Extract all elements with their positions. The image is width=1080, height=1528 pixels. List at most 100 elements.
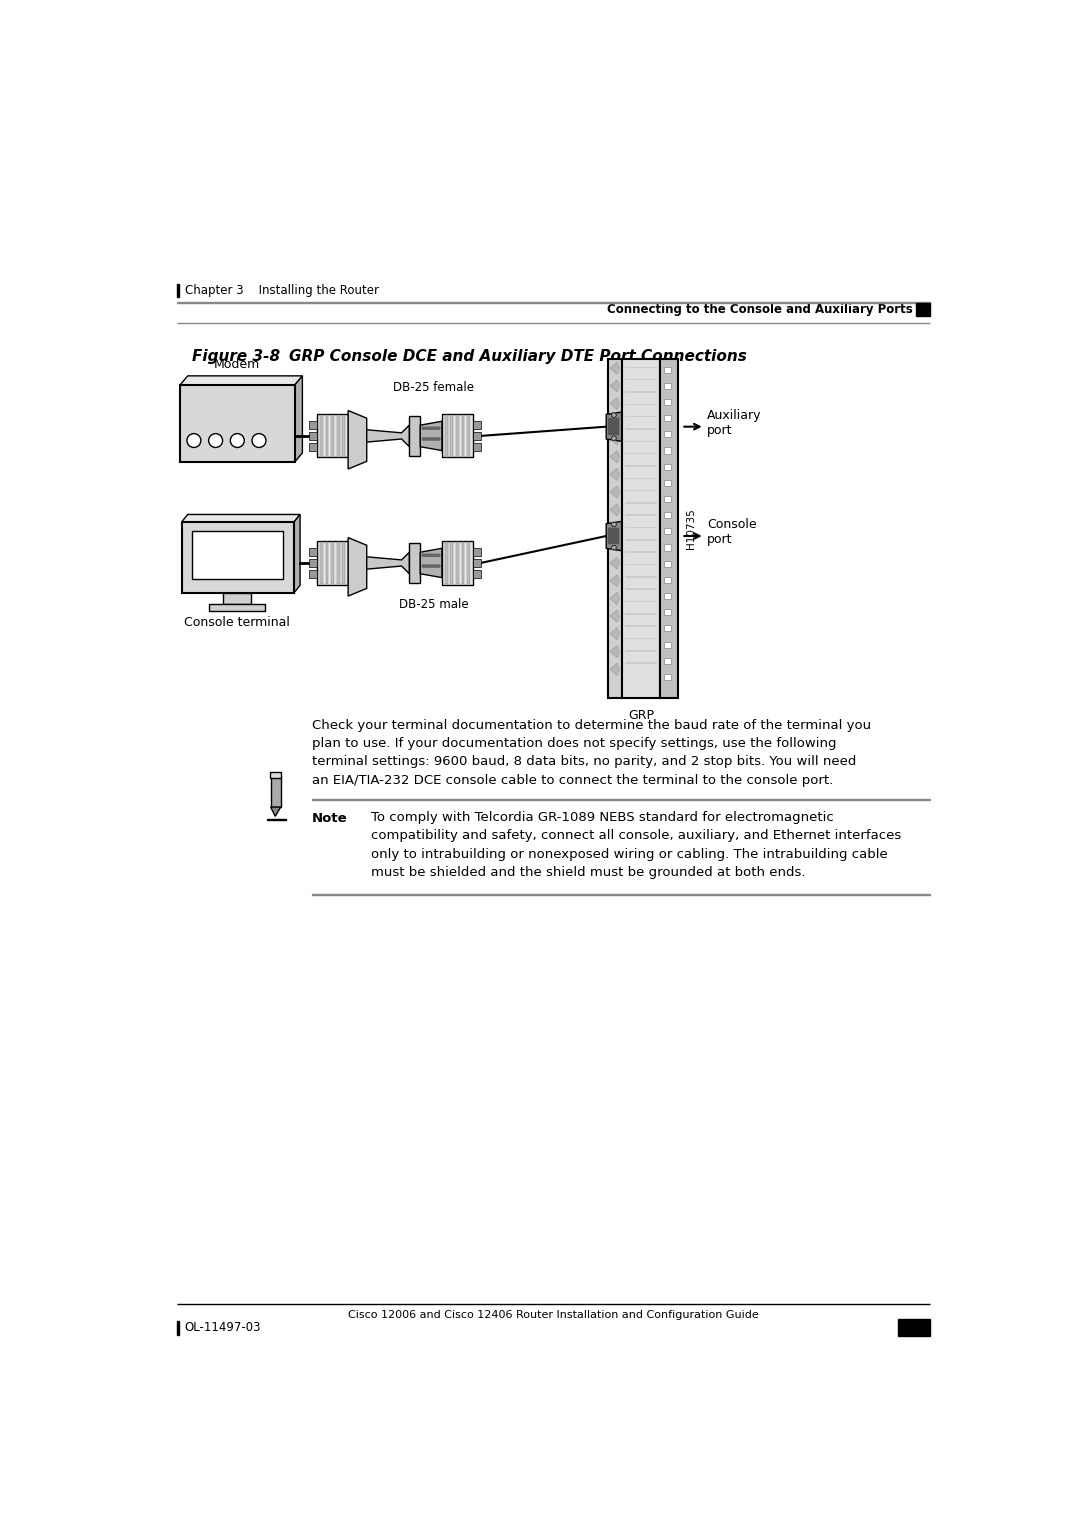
Bar	[663, 399, 672, 405]
Bar	[625, 490, 658, 492]
Circle shape	[432, 555, 435, 556]
Bar	[320, 416, 323, 457]
Text: Figure 3-8: Figure 3-8	[192, 348, 281, 364]
Circle shape	[430, 426, 432, 429]
Bar	[625, 649, 658, 651]
Bar	[625, 637, 658, 639]
Circle shape	[435, 555, 437, 556]
Circle shape	[424, 565, 427, 567]
Text: Note: Note	[312, 813, 348, 825]
Circle shape	[424, 555, 427, 556]
Bar	[663, 642, 672, 648]
Bar	[309, 570, 318, 578]
Text: Connecting to the Console and Auxiliary Ports: Connecting to the Console and Auxiliary …	[607, 303, 913, 316]
Text: plan to use. If your documentation does not specify settings, use the following: plan to use. If your documentation does …	[312, 736, 836, 750]
Circle shape	[611, 545, 617, 550]
Bar	[473, 432, 481, 440]
Polygon shape	[610, 486, 619, 498]
Circle shape	[431, 565, 433, 567]
Circle shape	[422, 565, 424, 567]
Bar	[270, 772, 282, 778]
Bar	[625, 465, 658, 466]
Bar	[625, 416, 658, 417]
Circle shape	[427, 439, 429, 440]
Circle shape	[422, 426, 424, 429]
Circle shape	[433, 439, 435, 440]
Bar	[337, 416, 340, 457]
Bar	[916, 304, 930, 316]
Text: compatibility and safety, connect all console, auxiliary, and Ethernet interface: compatibility and safety, connect all co…	[372, 830, 902, 842]
Circle shape	[422, 439, 424, 440]
Polygon shape	[610, 380, 619, 393]
Polygon shape	[610, 397, 619, 410]
Polygon shape	[610, 575, 619, 587]
Bar	[625, 452, 658, 454]
Bar	[468, 416, 470, 457]
Bar	[663, 674, 672, 680]
Polygon shape	[610, 663, 619, 675]
Bar	[663, 431, 672, 437]
Bar	[663, 512, 672, 518]
Bar	[663, 497, 672, 503]
Bar	[318, 414, 348, 457]
Polygon shape	[610, 610, 619, 622]
Bar	[663, 657, 672, 663]
Circle shape	[432, 426, 435, 429]
Bar	[309, 549, 318, 556]
Bar	[663, 448, 672, 454]
Text: Chapter 3    Installing the Router: Chapter 3 Installing the Router	[185, 284, 379, 296]
Bar	[663, 578, 672, 584]
Bar	[320, 542, 323, 584]
Bar	[663, 480, 672, 486]
Circle shape	[428, 555, 430, 556]
Polygon shape	[294, 515, 300, 593]
Bar	[625, 503, 658, 504]
Bar	[663, 561, 672, 567]
Circle shape	[428, 426, 430, 429]
Bar	[625, 613, 658, 614]
Circle shape	[431, 439, 433, 440]
Polygon shape	[295, 376, 302, 461]
Bar	[625, 440, 658, 442]
Bar	[625, 403, 658, 405]
Bar	[192, 532, 283, 579]
Circle shape	[435, 426, 437, 429]
Bar	[473, 559, 481, 567]
Bar	[224, 593, 252, 604]
Polygon shape	[610, 416, 619, 428]
Bar	[608, 527, 619, 544]
Text: To comply with Telcordia GR-1089 NEBS standard for electromagnetic: To comply with Telcordia GR-1089 NEBS st…	[372, 811, 834, 824]
Text: GRP Console DCE and Auxiliary DTE Port Connections: GRP Console DCE and Auxiliary DTE Port C…	[289, 348, 747, 364]
Circle shape	[422, 555, 424, 556]
Text: Console terminal: Console terminal	[185, 616, 291, 630]
Circle shape	[230, 434, 244, 448]
Text: an EIA/TIA-232 DCE console cable to connect the terminal to the console port.: an EIA/TIA-232 DCE console cable to conn…	[312, 775, 833, 787]
Bar	[661, 359, 677, 698]
Bar	[625, 625, 658, 626]
Text: terminal settings: 9600 baud, 8 data bits, no parity, and 2 stop bits. You will : terminal settings: 9600 baud, 8 data bit…	[312, 755, 856, 769]
Bar	[445, 542, 447, 584]
Bar	[663, 384, 672, 390]
Circle shape	[611, 435, 617, 440]
Bar	[625, 477, 658, 480]
Text: 3-15: 3-15	[896, 1320, 931, 1334]
Polygon shape	[180, 376, 302, 385]
Bar	[409, 416, 420, 455]
Bar	[332, 416, 334, 457]
Circle shape	[424, 439, 427, 440]
Bar	[181, 523, 294, 593]
Text: GRP: GRP	[629, 709, 654, 723]
Bar	[625, 539, 658, 541]
Bar	[625, 391, 658, 393]
Bar	[625, 662, 658, 663]
Text: only to intrabuilding or nonexposed wiring or cabling. The intrabuilding cable: only to intrabuilding or nonexposed wiri…	[372, 848, 888, 860]
Circle shape	[611, 435, 617, 440]
Bar	[450, 416, 454, 457]
Bar	[450, 542, 454, 584]
Text: Modem: Modem	[214, 358, 260, 371]
Bar	[445, 416, 447, 457]
Text: Auxiliary
port: Auxiliary port	[707, 410, 761, 437]
Polygon shape	[610, 504, 619, 516]
Bar	[625, 564, 658, 565]
Circle shape	[429, 439, 431, 440]
